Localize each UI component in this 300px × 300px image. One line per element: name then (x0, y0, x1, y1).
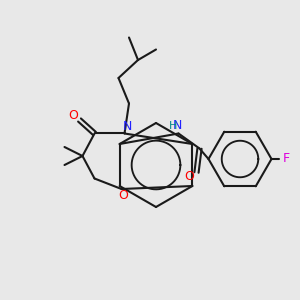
Text: O: O (184, 169, 194, 183)
Text: O: O (68, 109, 78, 122)
Text: F: F (282, 152, 290, 166)
Text: N: N (172, 119, 182, 133)
Text: H: H (169, 121, 177, 131)
Text: N: N (123, 120, 132, 134)
Text: O: O (118, 189, 128, 202)
